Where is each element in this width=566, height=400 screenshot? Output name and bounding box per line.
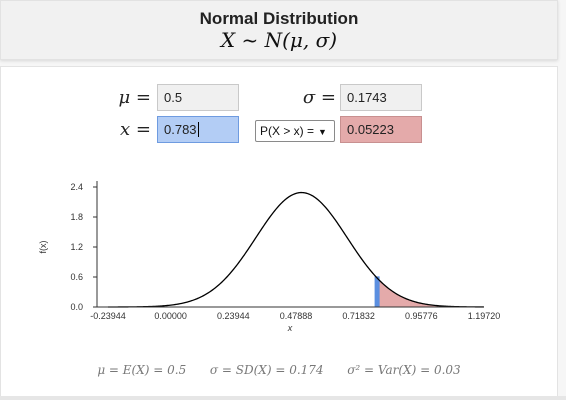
density-chart: -0.23944 0.00000 0.23944 0.47888 0.71832 0.95… [38,181,501,333]
x-marker [374,276,380,307]
y-tick-label: 1.8 [70,212,83,222]
text-cursor [197,122,199,137]
x-input[interactable]: 0.783 [157,116,239,143]
x-tick-label: 0.71832 [342,311,375,321]
app-header: Normal Distribution X ~ N(μ, σ) [0,0,558,60]
x-tick-label: 0.95776 [405,311,438,321]
sd-formula: σ = SD(X) = 0.174 [209,363,324,377]
probability-result: 0.05223 [340,116,422,143]
sigma-input[interactable]: 0.1743 [340,84,422,111]
probability-type-select[interactable]: P(X > x) = ▼ [255,120,335,142]
y-tick-label: 0.6 [70,272,83,282]
mu-label: μ = [118,87,151,108]
probability-type-label: P(X > x) = [260,124,315,138]
sigma-label: σ = [302,87,336,108]
summary-formula: μ = E(X) = 0.5 σ = SD(X) = 0.174 σ² = Va… [1,363,557,377]
y-tick-label: 2.4 [70,182,83,192]
x-tick-label: 0.47888 [280,311,313,321]
x-tick-label: 1.19720 [468,311,501,321]
x-label: x = [120,119,151,140]
bottom-bar [0,396,566,400]
x-tick-label: 0.00000 [154,311,187,321]
y-axis-label: f(x) [38,241,48,254]
density-curve [107,191,484,308]
variance-formula: σ² = Var(X) = 0.03 [347,363,461,377]
x-tick-label: 0.23944 [217,311,250,321]
distribution-notation: X ~ N(μ, σ) [220,28,338,52]
mean-formula: μ = E(X) = 0.5 [97,363,187,377]
tail-area [375,276,484,307]
y-tick-label: 0.0 [70,302,83,312]
main-card: μ = 0.5 σ = 0.1743 x = 0.783 P(X > x) = ▼… [0,66,558,398]
x-tick-label: -0.23944 [90,311,126,321]
y-tick-label: 1.2 [70,242,83,252]
x-input-value: 0.783 [164,122,197,137]
page-title: Normal Distribution [199,9,359,28]
x-axis-label: x [287,323,293,333]
chevron-down-icon: ▼ [318,127,327,137]
mu-input[interactable]: 0.5 [157,84,239,111]
